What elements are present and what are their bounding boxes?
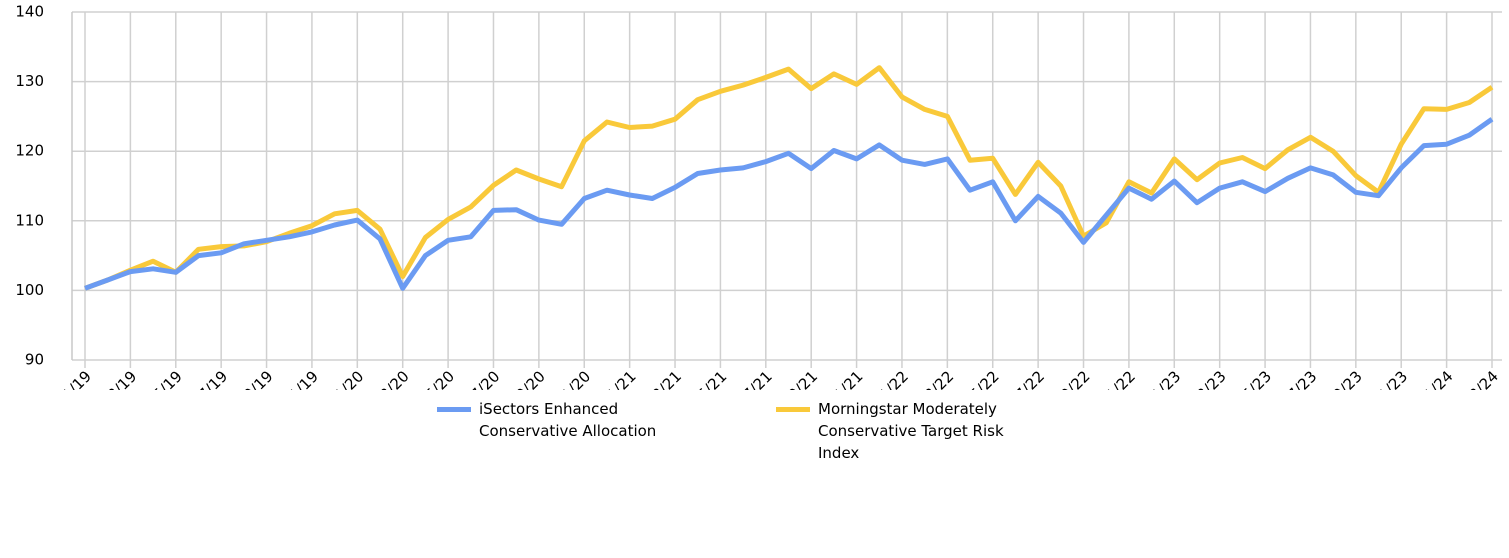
x-tick-label: 3/22 <box>921 367 958 390</box>
x-tick-label: 11/20 <box>551 367 594 390</box>
x-tick-label: 1/20 <box>331 367 368 390</box>
y-tick-label: 130 <box>15 72 44 90</box>
y-tick-label: 100 <box>15 281 44 299</box>
x-tick-label: 1/21 <box>603 367 640 390</box>
x-tick-label: 11/23 <box>1368 367 1411 390</box>
x-tick-label: 9/22 <box>1057 367 1094 390</box>
x-tick-label: 7/21 <box>739 367 776 390</box>
legend-item: Morningstar Moderately Conservative Targ… <box>776 398 1016 464</box>
x-tick-label: 5/22 <box>966 367 1003 390</box>
x-tick-label: 7/23 <box>1284 367 1321 390</box>
x-tick-label: 7/20 <box>467 367 504 390</box>
x-tick-label: 7/22 <box>1012 367 1049 390</box>
x-tick-label: 5/19 <box>149 367 186 390</box>
x-tick-label: 11/21 <box>823 367 866 390</box>
series-line <box>84 117 1494 291</box>
x-tick-label: 7/19 <box>195 367 232 390</box>
legend-swatch <box>776 407 810 412</box>
series-line <box>84 65 1494 291</box>
x-tick-label: 3/19 <box>104 367 141 390</box>
x-tick-label: 9/20 <box>512 367 549 390</box>
x-tick-label: 1/23 <box>1148 367 1185 390</box>
legend-swatch <box>437 407 471 412</box>
x-tick-label: 3/21 <box>648 367 685 390</box>
x-tick-label: 5/23 <box>1239 367 1276 390</box>
x-tick-label: 5/21 <box>694 367 731 390</box>
x-tick-label: 9/23 <box>1329 367 1366 390</box>
x-tick-label: 1/22 <box>875 367 912 390</box>
legend-label: iSectors Enhanced Conservative Allocatio… <box>479 400 657 440</box>
x-tick-label: 11/22 <box>1096 367 1139 390</box>
x-tick-label: 3/20 <box>376 367 413 390</box>
x-tick-label: 9/21 <box>785 367 822 390</box>
y-tick-label: 110 <box>15 211 44 229</box>
x-tick-label: 1/24 <box>1420 367 1457 390</box>
legend-item: iSectors Enhanced Conservative Allocatio… <box>437 398 677 442</box>
y-tick-label: 90 <box>25 351 44 369</box>
x-tick-label: 3/24 <box>1465 367 1502 390</box>
x-tick-label: 9/19 <box>240 367 277 390</box>
y-tick-label: 140 <box>15 3 44 21</box>
legend-label: Morningstar Moderately Conservative Targ… <box>818 400 1004 462</box>
x-tick-label: 11/19 <box>279 367 322 390</box>
x-tick-label: 1/19 <box>58 367 95 390</box>
x-tick-label: 3/23 <box>1193 367 1230 390</box>
y-tick-label: 120 <box>15 142 44 160</box>
x-tick-label: 5/20 <box>422 367 459 390</box>
